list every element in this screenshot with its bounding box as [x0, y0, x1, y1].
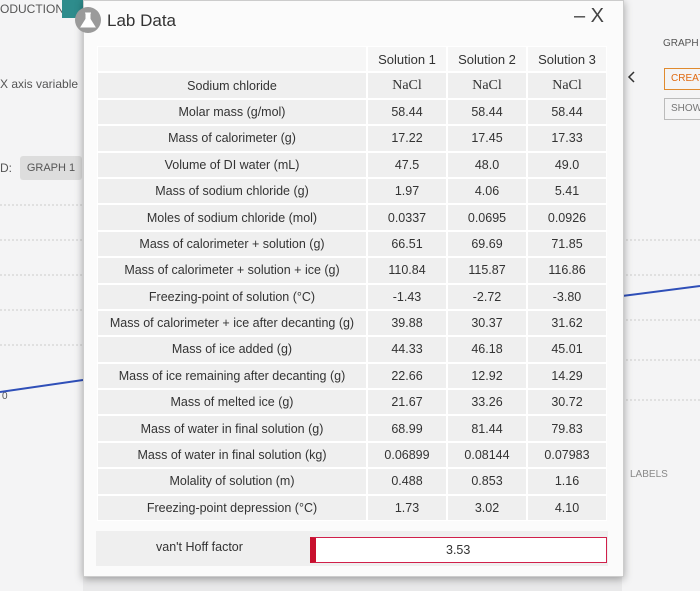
cell-value: 47.5 — [367, 151, 447, 178]
cell-value: 4.10 — [527, 494, 607, 522]
cell-value: 0.0926 — [527, 204, 607, 231]
cell-value: 5.41 — [527, 177, 607, 205]
row-label: Mass of ice remaining after decanting (g… — [97, 362, 367, 390]
cell-value: 58.44 — [527, 98, 607, 126]
cell-value: 0.0337 — [367, 204, 447, 231]
row-label: Mass of water in final solution (g) — [97, 415, 367, 442]
row-label: Mass of calorimeter + solution (g) — [97, 230, 367, 258]
cell-value: 0.0695 — [447, 204, 527, 231]
row-label: Sodium chloride — [97, 72, 367, 99]
row-label: Mass of ice added (g) — [97, 336, 367, 363]
cell-value: 0.06899 — [367, 441, 447, 469]
row-label: Volume of DI water (mL) — [97, 151, 367, 178]
cell-value: 1.16 — [527, 468, 607, 495]
cell-value: 48.0 — [447, 151, 527, 178]
cell-value: 115.87 — [447, 257, 527, 284]
cell-value: -2.72 — [447, 283, 527, 310]
row-label: Freezing-point depression (°C) — [97, 494, 367, 522]
dialog-icon — [75, 7, 101, 33]
row-label: Molality of solution (m) — [97, 468, 367, 495]
cell-value: 4.06 — [447, 177, 527, 205]
cell-value: 58.44 — [447, 98, 527, 126]
cell-value: 0.488 — [367, 468, 447, 495]
cell-value: 81.44 — [447, 415, 527, 442]
d-label: D: — [0, 161, 12, 175]
graph-button[interactable]: GRAPH 1 — [20, 156, 82, 180]
cell-value: NaCl — [367, 72, 447, 99]
create-button[interactable]: CREAT — [664, 68, 700, 90]
cell-value: 71.85 — [527, 230, 607, 258]
cell-value: 46.18 — [447, 336, 527, 363]
cell-value: 33.26 — [447, 389, 527, 416]
column-header: Solution 2 — [447, 46, 527, 73]
cell-value: NaCl — [527, 72, 607, 99]
row-label: Freezing-point of solution (°C) — [97, 283, 367, 310]
vant-hoff-input[interactable] — [310, 537, 607, 563]
cell-value: 69.69 — [447, 230, 527, 258]
cell-value: 17.22 — [367, 125, 447, 152]
data-table: Solution 1 Solution 2 Solution 3 Sodium chl… — [97, 46, 607, 522]
vant-hoff-value[interactable]: 3.53 — [446, 543, 471, 557]
tab[interactable]: ODUCTION — [0, 2, 64, 16]
row-label: Moles of sodium chloride (mol) — [97, 204, 367, 231]
cell-value: 21.67 — [367, 389, 447, 416]
cell-value: 44.33 — [367, 336, 447, 363]
cell-value: 110.84 — [367, 257, 447, 284]
left-panel — [0, 0, 83, 591]
graph-header: GRAPH — [663, 38, 699, 49]
x-axis-label: X axis variable — [0, 77, 79, 91]
cell-value: 0.07983 — [527, 441, 607, 469]
dialog-title: Lab Data — [107, 11, 176, 30]
cell-value: 14.29 — [527, 362, 607, 390]
cell-value: 45.01 — [527, 336, 607, 363]
cell-value: 79.83 — [527, 415, 607, 442]
column-header: Solution 3 — [527, 46, 607, 73]
cell-value: 17.45 — [447, 125, 527, 152]
header-blank — [97, 46, 367, 73]
row-label: Mass of calorimeter (g) — [97, 125, 367, 152]
cell-value: 0.853 — [447, 468, 527, 495]
cell-value: 68.99 — [367, 415, 447, 442]
cell-value: 116.86 — [527, 257, 607, 284]
labels-text: LABELS — [630, 469, 668, 480]
row-label: Mass of water in final solution (kg) — [97, 441, 367, 469]
cell-value: 31.62 — [527, 309, 607, 337]
cell-value: 1.73 — [367, 494, 447, 522]
cell-value: 1.97 — [367, 177, 447, 205]
row-label: Mass of melted ice (g) — [97, 389, 367, 416]
row-label: Mass of sodium chloride (g) — [97, 177, 367, 205]
cell-value: 3.02 — [447, 494, 527, 522]
vant-hoff-label: van't Hoff factor — [156, 540, 243, 554]
cell-value: 17.33 — [527, 125, 607, 152]
cell-value: 39.88 — [367, 309, 447, 337]
axis-zero: 0 — [2, 391, 8, 402]
row-label: Mass of calorimeter + ice after decantin… — [97, 309, 367, 337]
cell-value: 30.72 — [527, 389, 607, 416]
cell-value: 58.44 — [367, 98, 447, 126]
cell-value: 49.0 — [527, 151, 607, 178]
row-label: Mass of calorimeter + solution + ice (g) — [97, 257, 367, 284]
cell-value: -3.80 — [527, 283, 607, 310]
column-header: Solution 1 — [367, 46, 447, 73]
cell-value: 22.66 — [367, 362, 447, 390]
close-button[interactable]: – X — [574, 5, 605, 27]
cell-value: 66.51 — [367, 230, 447, 258]
cell-value: -1.43 — [367, 283, 447, 310]
row-label: Molar mass (g/mol) — [97, 98, 367, 126]
cell-value: 0.08144 — [447, 441, 527, 469]
show-button[interactable]: SHOW — [664, 98, 700, 120]
cell-value: 12.92 — [447, 362, 527, 390]
cell-value: NaCl — [447, 72, 527, 99]
dialog: Lab Data – X Solution 1 Solution 2 Solutio… — [75, 0, 624, 577]
cell-value: 30.37 — [447, 309, 527, 337]
